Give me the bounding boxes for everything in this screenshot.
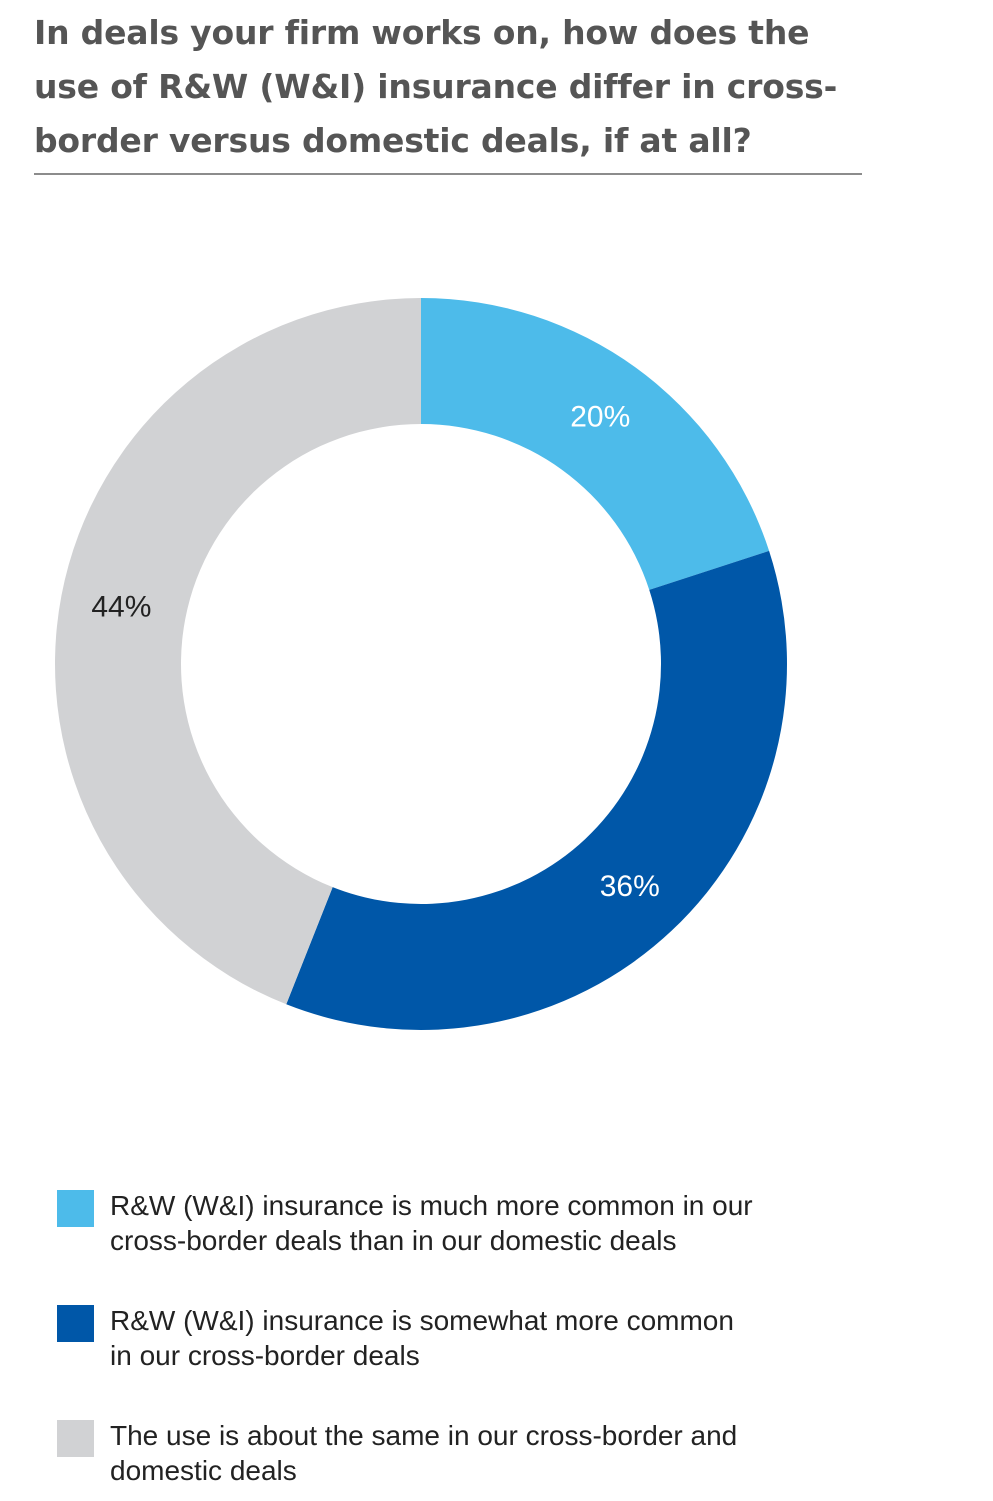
legend-swatch-somewhat-more-common [57,1305,94,1342]
legend-label-line: R&W (W&I) insurance is much more common … [110,1190,753,1221]
slice-value-label-2: 36% [600,870,660,903]
legend-label-line: The use is about the same in our cross-b… [110,1420,738,1451]
legend-label-line: domestic deals [110,1455,297,1486]
legend-item-about-same: The use is about the same in our cross-b… [57,1418,810,1488]
slice-value-label-1: 20% [570,401,630,434]
legend-label-line: in our cross-border deals [110,1340,420,1371]
legend-label-somewhat-more-common: R&W (W&I) insurance is somewhat more com… [110,1303,810,1373]
donut-chart: 20% 36% 44% [54,298,787,1030]
legend-item-somewhat-more-common: R&W (W&I) insurance is somewhat more com… [57,1303,810,1373]
legend-item-much-more-common: R&W (W&I) insurance is much more common … [57,1188,810,1258]
chart-title: In deals your firm works on, how does th… [34,13,838,160]
donut-slice-3 [54,298,422,1005]
legend-swatch-about-same [57,1420,94,1457]
legend-label-much-more-common: R&W (W&I) insurance is much more common … [110,1188,810,1258]
legend-label-line: cross-border deals than in our domestic … [110,1225,677,1256]
donut-slice-1 [421,298,770,590]
title-divider [34,173,862,175]
legend-label-line: R&W (W&I) insurance is somewhat more com… [110,1305,734,1336]
donut-slices [54,298,787,1030]
slice-value-label-3: 44% [91,590,151,623]
donut-slice-2 [286,550,787,1030]
legend-swatch-much-more-common [57,1190,94,1227]
legend-label-about-same: The use is about the same in our cross-b… [110,1418,810,1488]
donut-labels: 20% 36% 44% [91,401,659,903]
